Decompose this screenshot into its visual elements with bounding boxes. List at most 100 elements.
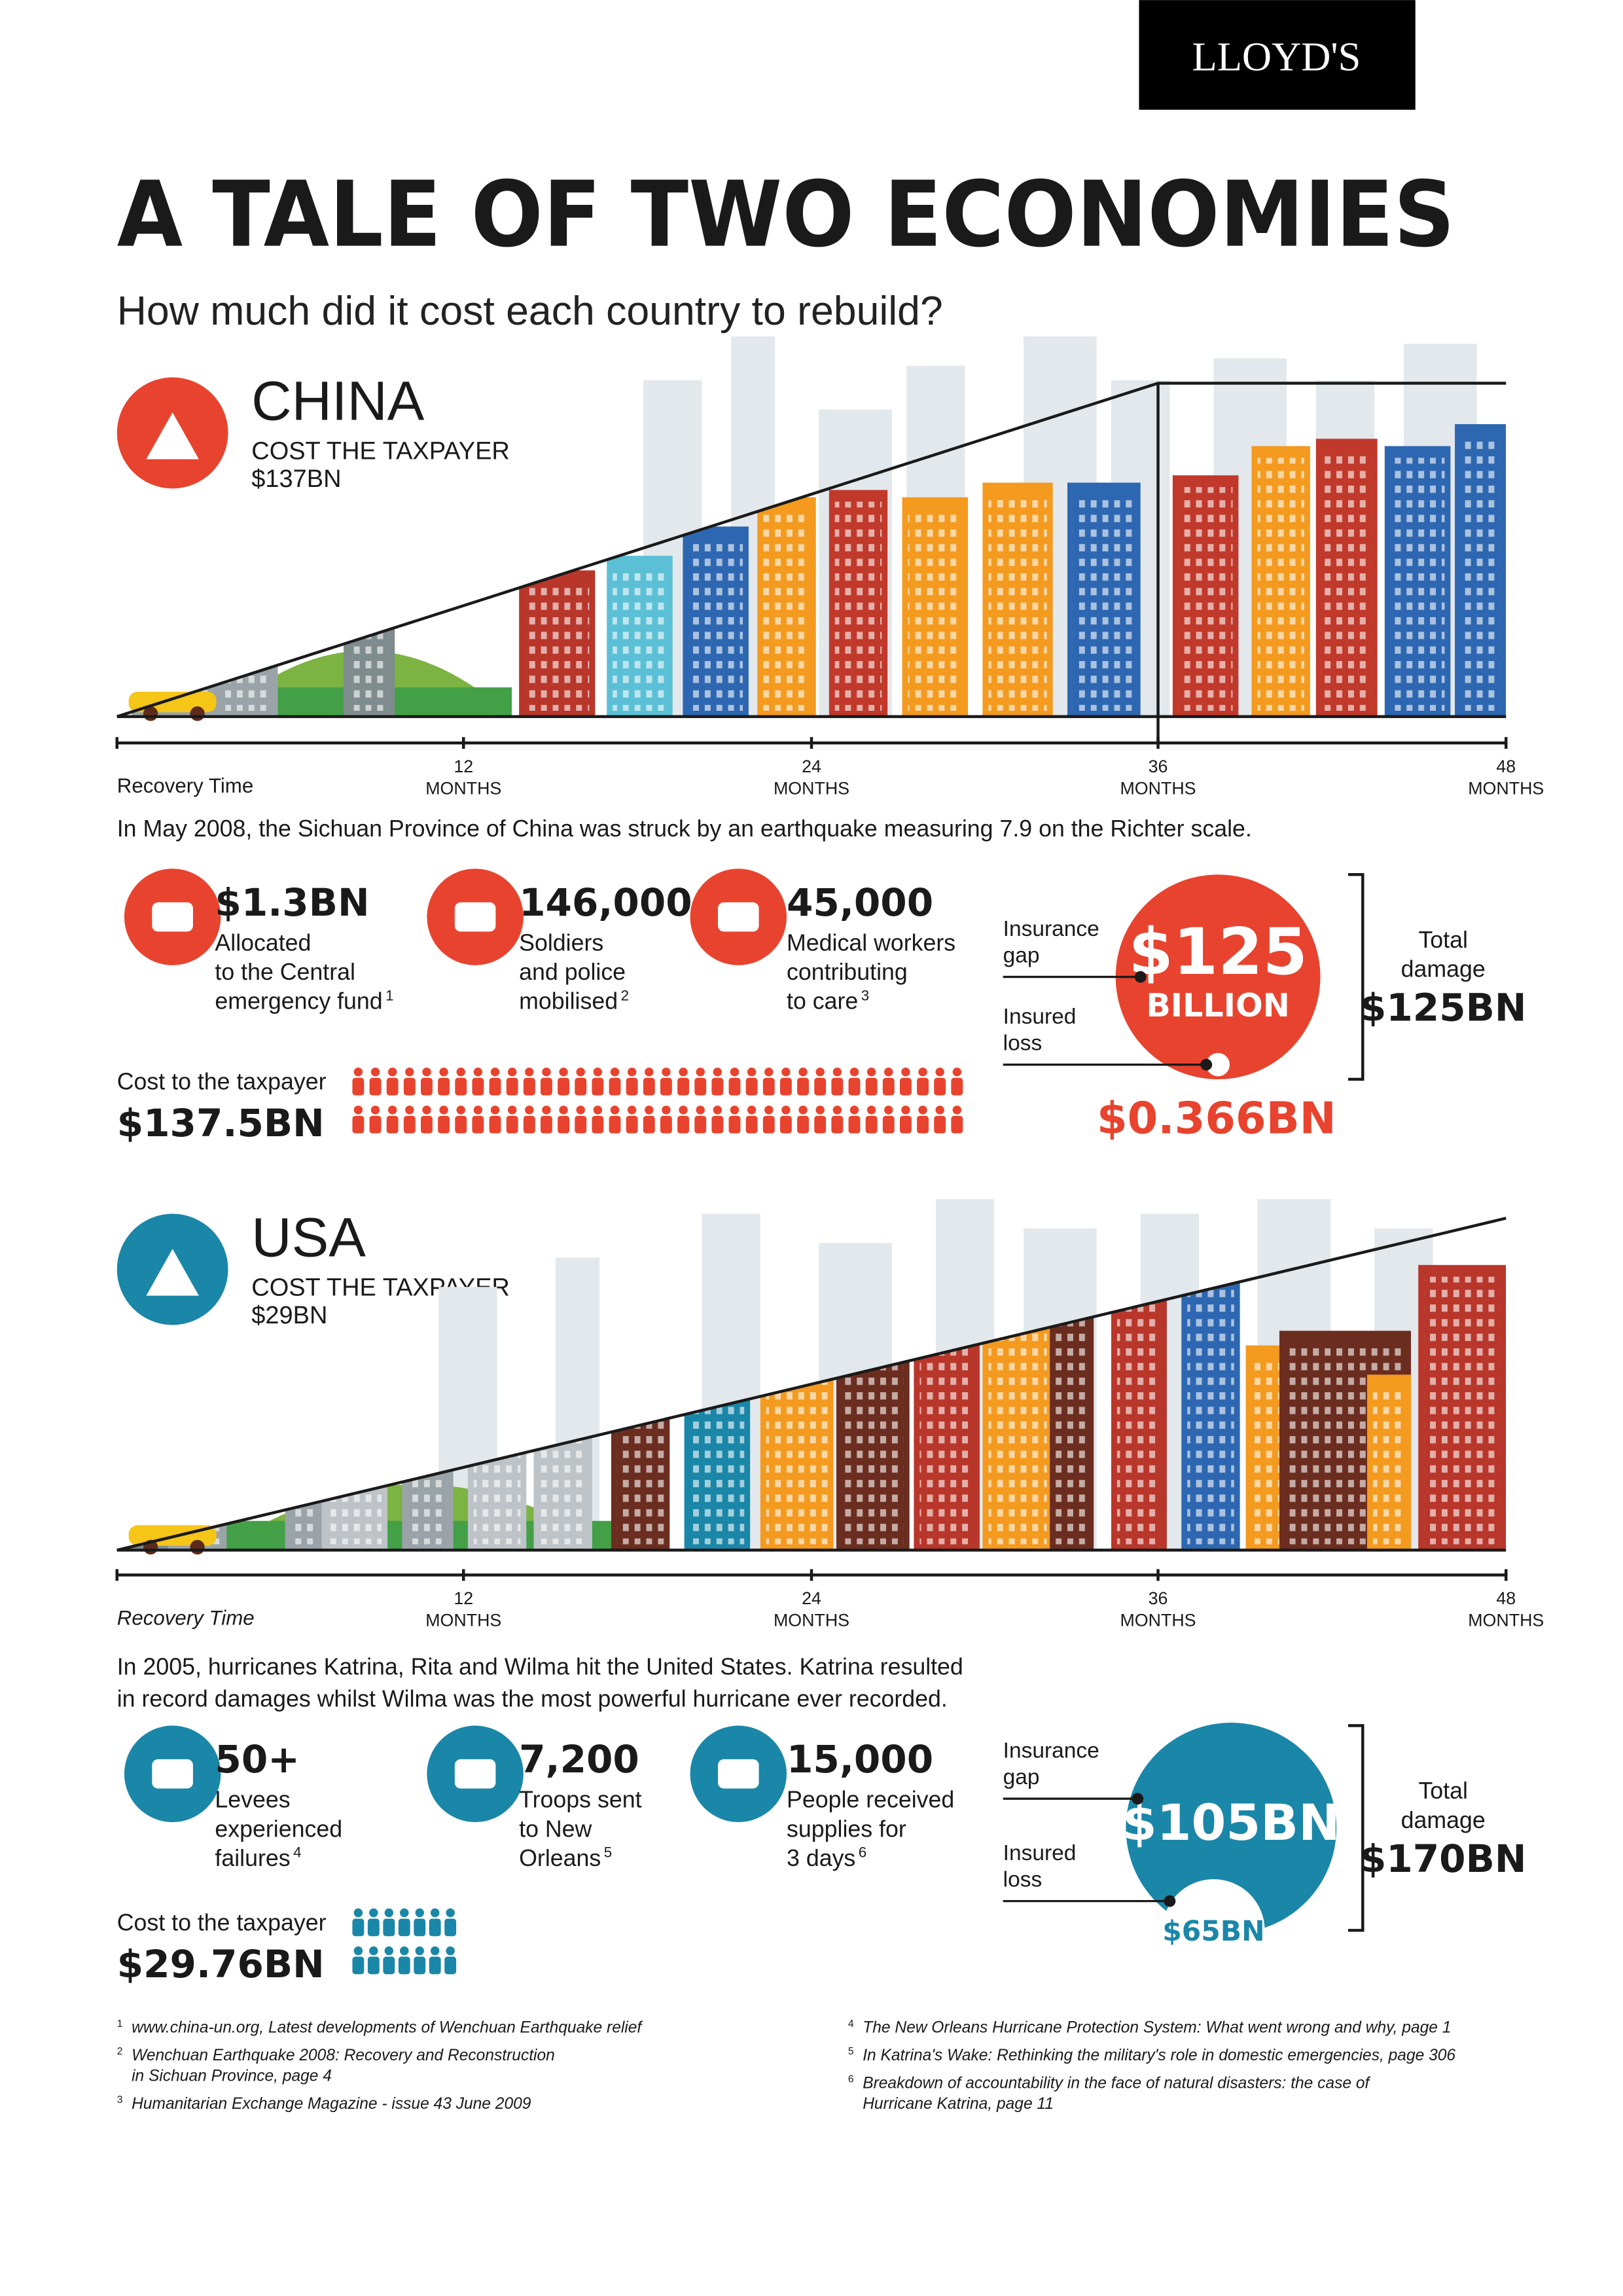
stat-text: to New (519, 1816, 592, 1842)
person-head (815, 1067, 825, 1077)
stat-text: supplies for (787, 1816, 906, 1842)
person-head (473, 1105, 483, 1115)
person-head (490, 1067, 500, 1077)
person-body (934, 1077, 946, 1096)
wheel (190, 706, 205, 721)
person-head (542, 1067, 551, 1077)
country-name: CHINA (251, 369, 425, 431)
person-head (405, 1067, 414, 1077)
person-body (367, 1956, 380, 1975)
person-head (439, 1105, 448, 1115)
building-windows (1251, 1357, 1284, 1545)
person-body (558, 1077, 570, 1096)
person-body (728, 1077, 741, 1096)
person-body (797, 1115, 809, 1134)
person-head (952, 1105, 962, 1115)
person-body (444, 1918, 457, 1937)
person-body (386, 1077, 399, 1096)
person-body (414, 1956, 426, 1975)
total-value: $170BN (1360, 1837, 1527, 1881)
person-head (713, 1105, 722, 1115)
person-head (507, 1105, 517, 1115)
gap-label: gap (1003, 1765, 1040, 1789)
cost-value: $137BN (251, 465, 341, 493)
loss-label: Insured (1003, 1005, 1077, 1029)
recovery-diagonal (116, 1217, 1507, 1552)
person-body (506, 1115, 518, 1134)
stat-text: People received (787, 1787, 954, 1813)
person-head (384, 1946, 394, 1956)
person-body (352, 1918, 365, 1937)
bracket (1347, 872, 1364, 1081)
person-head (815, 1105, 825, 1115)
stat-text: Levees (215, 1787, 290, 1813)
stat-text: mobilised 2 (519, 987, 629, 1014)
insured-loss-value: $65BN (1162, 1916, 1264, 1948)
taxpayer-value: $29.76BN (117, 1942, 325, 1986)
tick-label: 36 (1149, 757, 1168, 776)
tick-label: 12 (454, 1588, 473, 1608)
cost-value: $29BN (251, 1302, 327, 1329)
gap-pointer-dot (1134, 971, 1147, 983)
building-windows (919, 1342, 974, 1545)
person-body (831, 1115, 844, 1134)
footnote-ref: 1 (385, 987, 393, 1003)
person-head (832, 1067, 842, 1077)
tick-unit: MONTHS (1120, 778, 1196, 798)
person-body (383, 1918, 395, 1937)
building-windows (834, 501, 882, 711)
person-head (490, 1105, 500, 1115)
stat-value: $1.3BN (215, 880, 369, 925)
loss-label: Insured (1003, 1841, 1077, 1865)
building-windows (616, 1371, 664, 1545)
bracket (1347, 1724, 1364, 1932)
footnote-ref: 3 (861, 987, 869, 1003)
person-body (523, 1077, 535, 1096)
person-body (882, 1077, 895, 1096)
person-body (694, 1115, 707, 1134)
footnote-ref: 6 (859, 1844, 866, 1861)
title: A TALE OF TWO ECONOMIES (117, 161, 1455, 267)
total-label: damage (1401, 1807, 1486, 1833)
building-windows (988, 494, 1047, 711)
person-head (645, 1105, 654, 1115)
wheel (190, 1539, 205, 1555)
loss-label: loss (1003, 1867, 1043, 1892)
gap-label: Insurance (1003, 1739, 1099, 1763)
footnote-text: Breakdown of accountability in the face … (863, 2075, 1370, 2092)
person-head (918, 1067, 927, 1077)
person-head (387, 1105, 397, 1115)
tick-unit: MONTHS (1120, 1611, 1196, 1630)
stat-glyph (454, 902, 496, 932)
tick-unit: MONTHS (425, 1611, 501, 1630)
stat-value: 146,000 (519, 880, 692, 925)
person-head (781, 1105, 791, 1115)
subtitle: How much did it cost each country to reb… (117, 288, 943, 334)
person-body (934, 1115, 946, 1134)
building-windows (1073, 494, 1135, 711)
stat-glyph (454, 1759, 496, 1789)
description: in record damages whilst Wilma was the m… (117, 1685, 948, 1712)
person-body (779, 1115, 792, 1134)
stat-text: experienced (215, 1816, 342, 1842)
person-head (507, 1067, 517, 1077)
stat-text: Troops sent (519, 1787, 641, 1813)
stat-text: to the Central (215, 959, 355, 985)
icon-glyph (146, 1249, 199, 1296)
insured-loss-circle (1162, 1879, 1265, 1982)
person-head (832, 1105, 842, 1115)
person-body (455, 1115, 467, 1134)
person-head (730, 1105, 740, 1115)
person-head (384, 1908, 394, 1918)
total-value: $125BN (1360, 986, 1527, 1030)
person-head (679, 1067, 688, 1077)
stat-text-line: emergency fund (215, 988, 382, 1014)
taxpayer-value: $137.5BN (117, 1101, 325, 1145)
stat-value: 45,000 (787, 880, 933, 925)
stat-text: Allocated (215, 929, 311, 956)
person-body (643, 1115, 655, 1134)
person-body (814, 1077, 827, 1096)
person-head (576, 1067, 585, 1077)
